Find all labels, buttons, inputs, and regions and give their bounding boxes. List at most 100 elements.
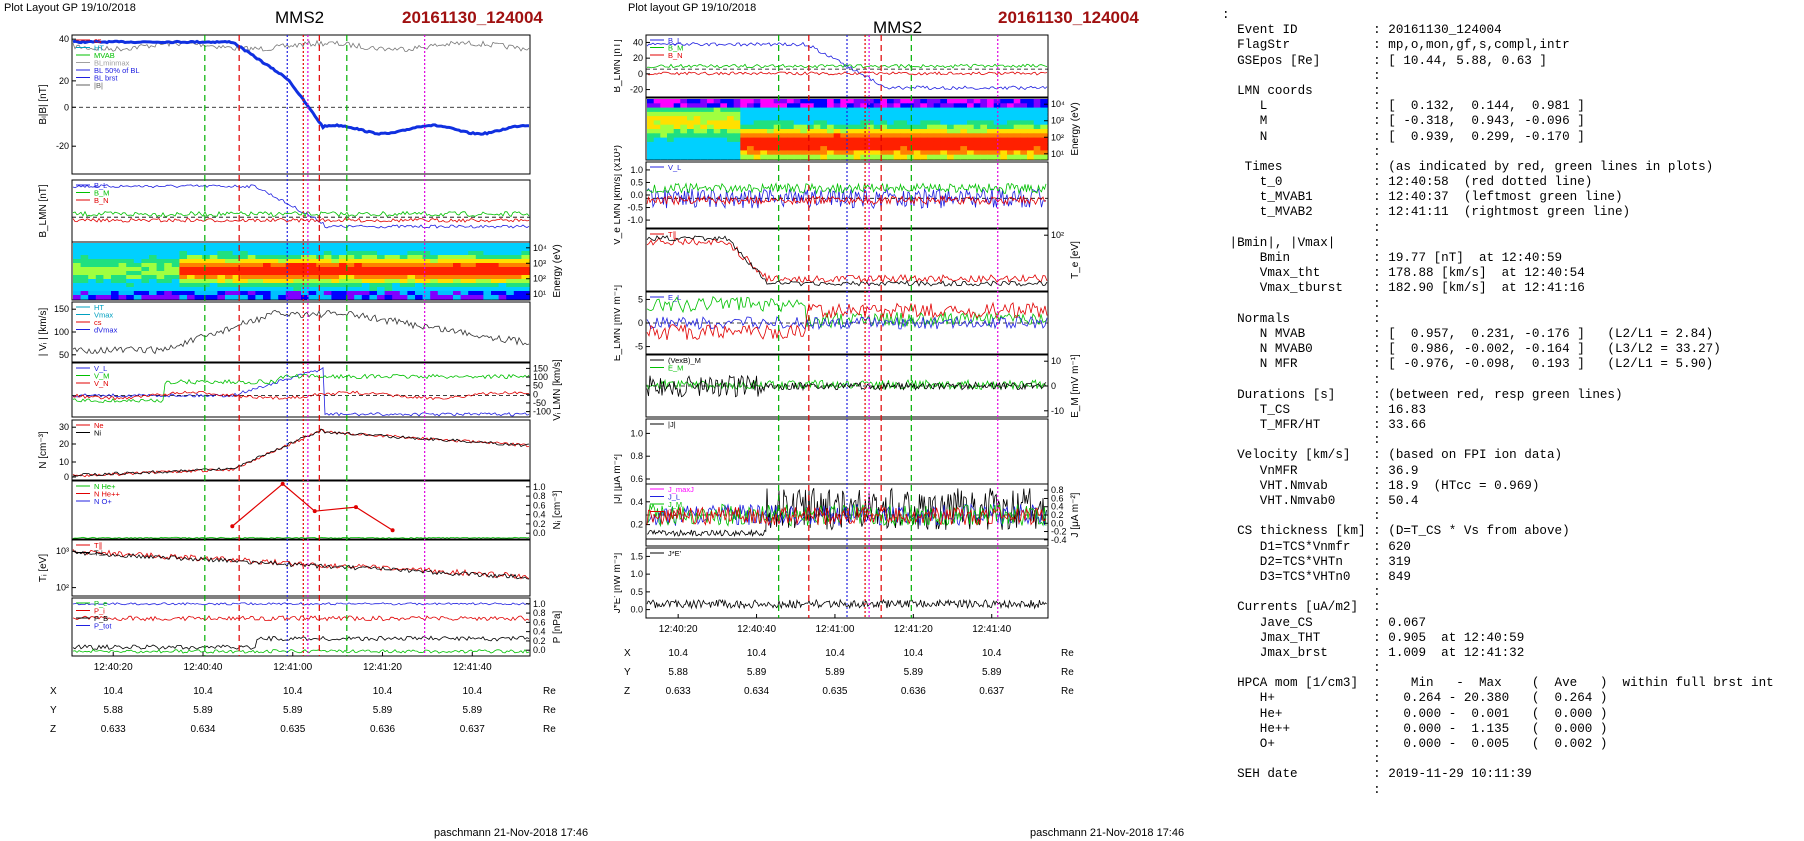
- spectrogram-cell: [920, 129, 928, 134]
- spectrogram-cell: [913, 103, 921, 109]
- spectrogram-cell: [673, 133, 681, 139]
- spectrogram-cell: [687, 141, 695, 147]
- spectrogram-cell: [80, 251, 89, 256]
- spectrogram-cell: [247, 279, 256, 284]
- spectrogram-cell: [171, 283, 180, 288]
- spectrogram-cell: [767, 137, 775, 143]
- spectrogram-cell: [171, 251, 180, 256]
- spectrogram-cell: [960, 141, 968, 147]
- coord-value: 0.633: [666, 686, 691, 697]
- spectrogram-cell: [88, 291, 97, 296]
- spectrogram-cell: [316, 247, 325, 252]
- legend-entry: Vmax: [94, 311, 113, 320]
- spectrogram-cell: [437, 263, 446, 268]
- spectrogram-cell: [437, 291, 446, 296]
- spectrogram-cell: [707, 141, 715, 147]
- spectrogram-cell: [947, 107, 955, 113]
- spectrogram-cell: [194, 255, 203, 260]
- spectrogram-cell: [445, 279, 454, 284]
- spectrogram-cell: [793, 146, 801, 151]
- spectrogram-cell: [460, 287, 469, 292]
- spectrogram-cell: [247, 247, 256, 252]
- legend-entry: P_e: [94, 599, 107, 608]
- spectrogram-cell: [680, 116, 688, 121]
- spectrogram-cell: [807, 99, 815, 104]
- spectrogram-cell: [179, 259, 188, 264]
- y-axis-label-right: J [μA m⁻²]: [1070, 492, 1081, 537]
- spectrogram-cell: [179, 291, 188, 296]
- spectrogram-cell: [126, 255, 135, 260]
- spectrogram-cell: [392, 291, 401, 296]
- spectrogram-cell: [1040, 141, 1048, 147]
- spectrogram-cell: [920, 154, 928, 160]
- spectrogram-cell: [171, 247, 180, 252]
- spectrogram-cell: [780, 103, 788, 109]
- spectrogram-cell: [164, 295, 173, 300]
- spectrogram-cell: [301, 283, 310, 288]
- spectrogram-cell: [1000, 141, 1008, 147]
- spectrogram-cell: [141, 279, 150, 284]
- spectrogram-cell: [415, 259, 424, 264]
- spectrogram-cell: [247, 291, 256, 296]
- spectrogram-cell: [773, 103, 781, 109]
- spectrogram-cell: [1013, 124, 1021, 130]
- y-tick-label: 0.0: [533, 528, 546, 538]
- spectrogram-cell: [415, 247, 424, 252]
- spectrogram-cell: [392, 295, 401, 300]
- spectrogram-cell: [491, 255, 500, 260]
- spectrogram-cell: [933, 133, 941, 139]
- spectrogram-cell: [263, 275, 272, 280]
- spectrogram-cell: [673, 116, 681, 121]
- spectrogram-cell: [156, 279, 165, 284]
- coord-value: 0.636: [901, 686, 926, 697]
- spectrogram-cell: [727, 103, 735, 109]
- spectrogram-cell: [430, 279, 439, 284]
- spectrogram-cell: [460, 271, 469, 276]
- spectrogram-cell: [415, 291, 424, 296]
- spectrogram-cell: [693, 103, 701, 109]
- left-coord-table: X 10.4 10.4 10.4 10.4 10.4 ReY 5.88 5.89 5.89 5.89…: [50, 686, 556, 735]
- spectrogram-cell: [202, 251, 211, 256]
- spectrogram-cell: [468, 271, 477, 276]
- spectrogram-cell: [947, 154, 955, 160]
- spectrogram-cell: [1013, 154, 1021, 160]
- spectrogram-cell: [900, 111, 908, 117]
- spectrogram-cell: [392, 251, 401, 256]
- spectrogram-cell: [506, 247, 515, 252]
- spectrogram-cell: [194, 283, 203, 288]
- spectrogram-cell: [807, 137, 815, 143]
- spectrogram-cell: [483, 279, 492, 284]
- spectrogram-cell: [1040, 133, 1048, 139]
- spectrogram-cell: [873, 133, 881, 139]
- spectrogram-cell: [513, 263, 522, 268]
- spectrogram-cell: [940, 141, 948, 147]
- spectrogram-cell: [733, 116, 741, 121]
- spectrogram-cell: [827, 133, 835, 139]
- coord-value: 5.89: [825, 667, 845, 678]
- panel-frame: [71, 179, 531, 243]
- spectrogram-cell: [354, 295, 363, 300]
- y-tick-label: 1.5: [630, 551, 643, 561]
- x-tick-label: 12:40:20: [94, 662, 133, 673]
- spectrogram-cell: [927, 103, 935, 109]
- spectrogram-cell: [1007, 99, 1015, 104]
- spectrogram-cell: [255, 279, 264, 284]
- spectrogram-cell: [1000, 137, 1008, 143]
- spectrogram-cell: [316, 263, 325, 268]
- spectrogram-cell: [164, 279, 173, 284]
- spectrogram-cell: [179, 287, 188, 292]
- spectrogram-cell: [392, 275, 401, 280]
- spectrogram-cell: [880, 129, 888, 134]
- spectrogram-cell: [1033, 116, 1041, 121]
- spectrogram-cell: [793, 129, 801, 134]
- spectrogram-cell: [73, 255, 82, 260]
- spectrogram-cell: [377, 247, 386, 252]
- spectrogram-cell: [475, 291, 484, 296]
- spectrogram-cell: [323, 259, 332, 264]
- info-line: GSEpos [Re] : [ 10.44, 5.88, 0.63 ]: [1222, 53, 1547, 68]
- spectrogram-cell: [713, 137, 721, 143]
- spectrogram-cell: [853, 137, 861, 143]
- spectrogram-cell: [133, 271, 142, 276]
- spectrogram-cell: [940, 107, 948, 113]
- spectrogram-cell: [967, 116, 975, 121]
